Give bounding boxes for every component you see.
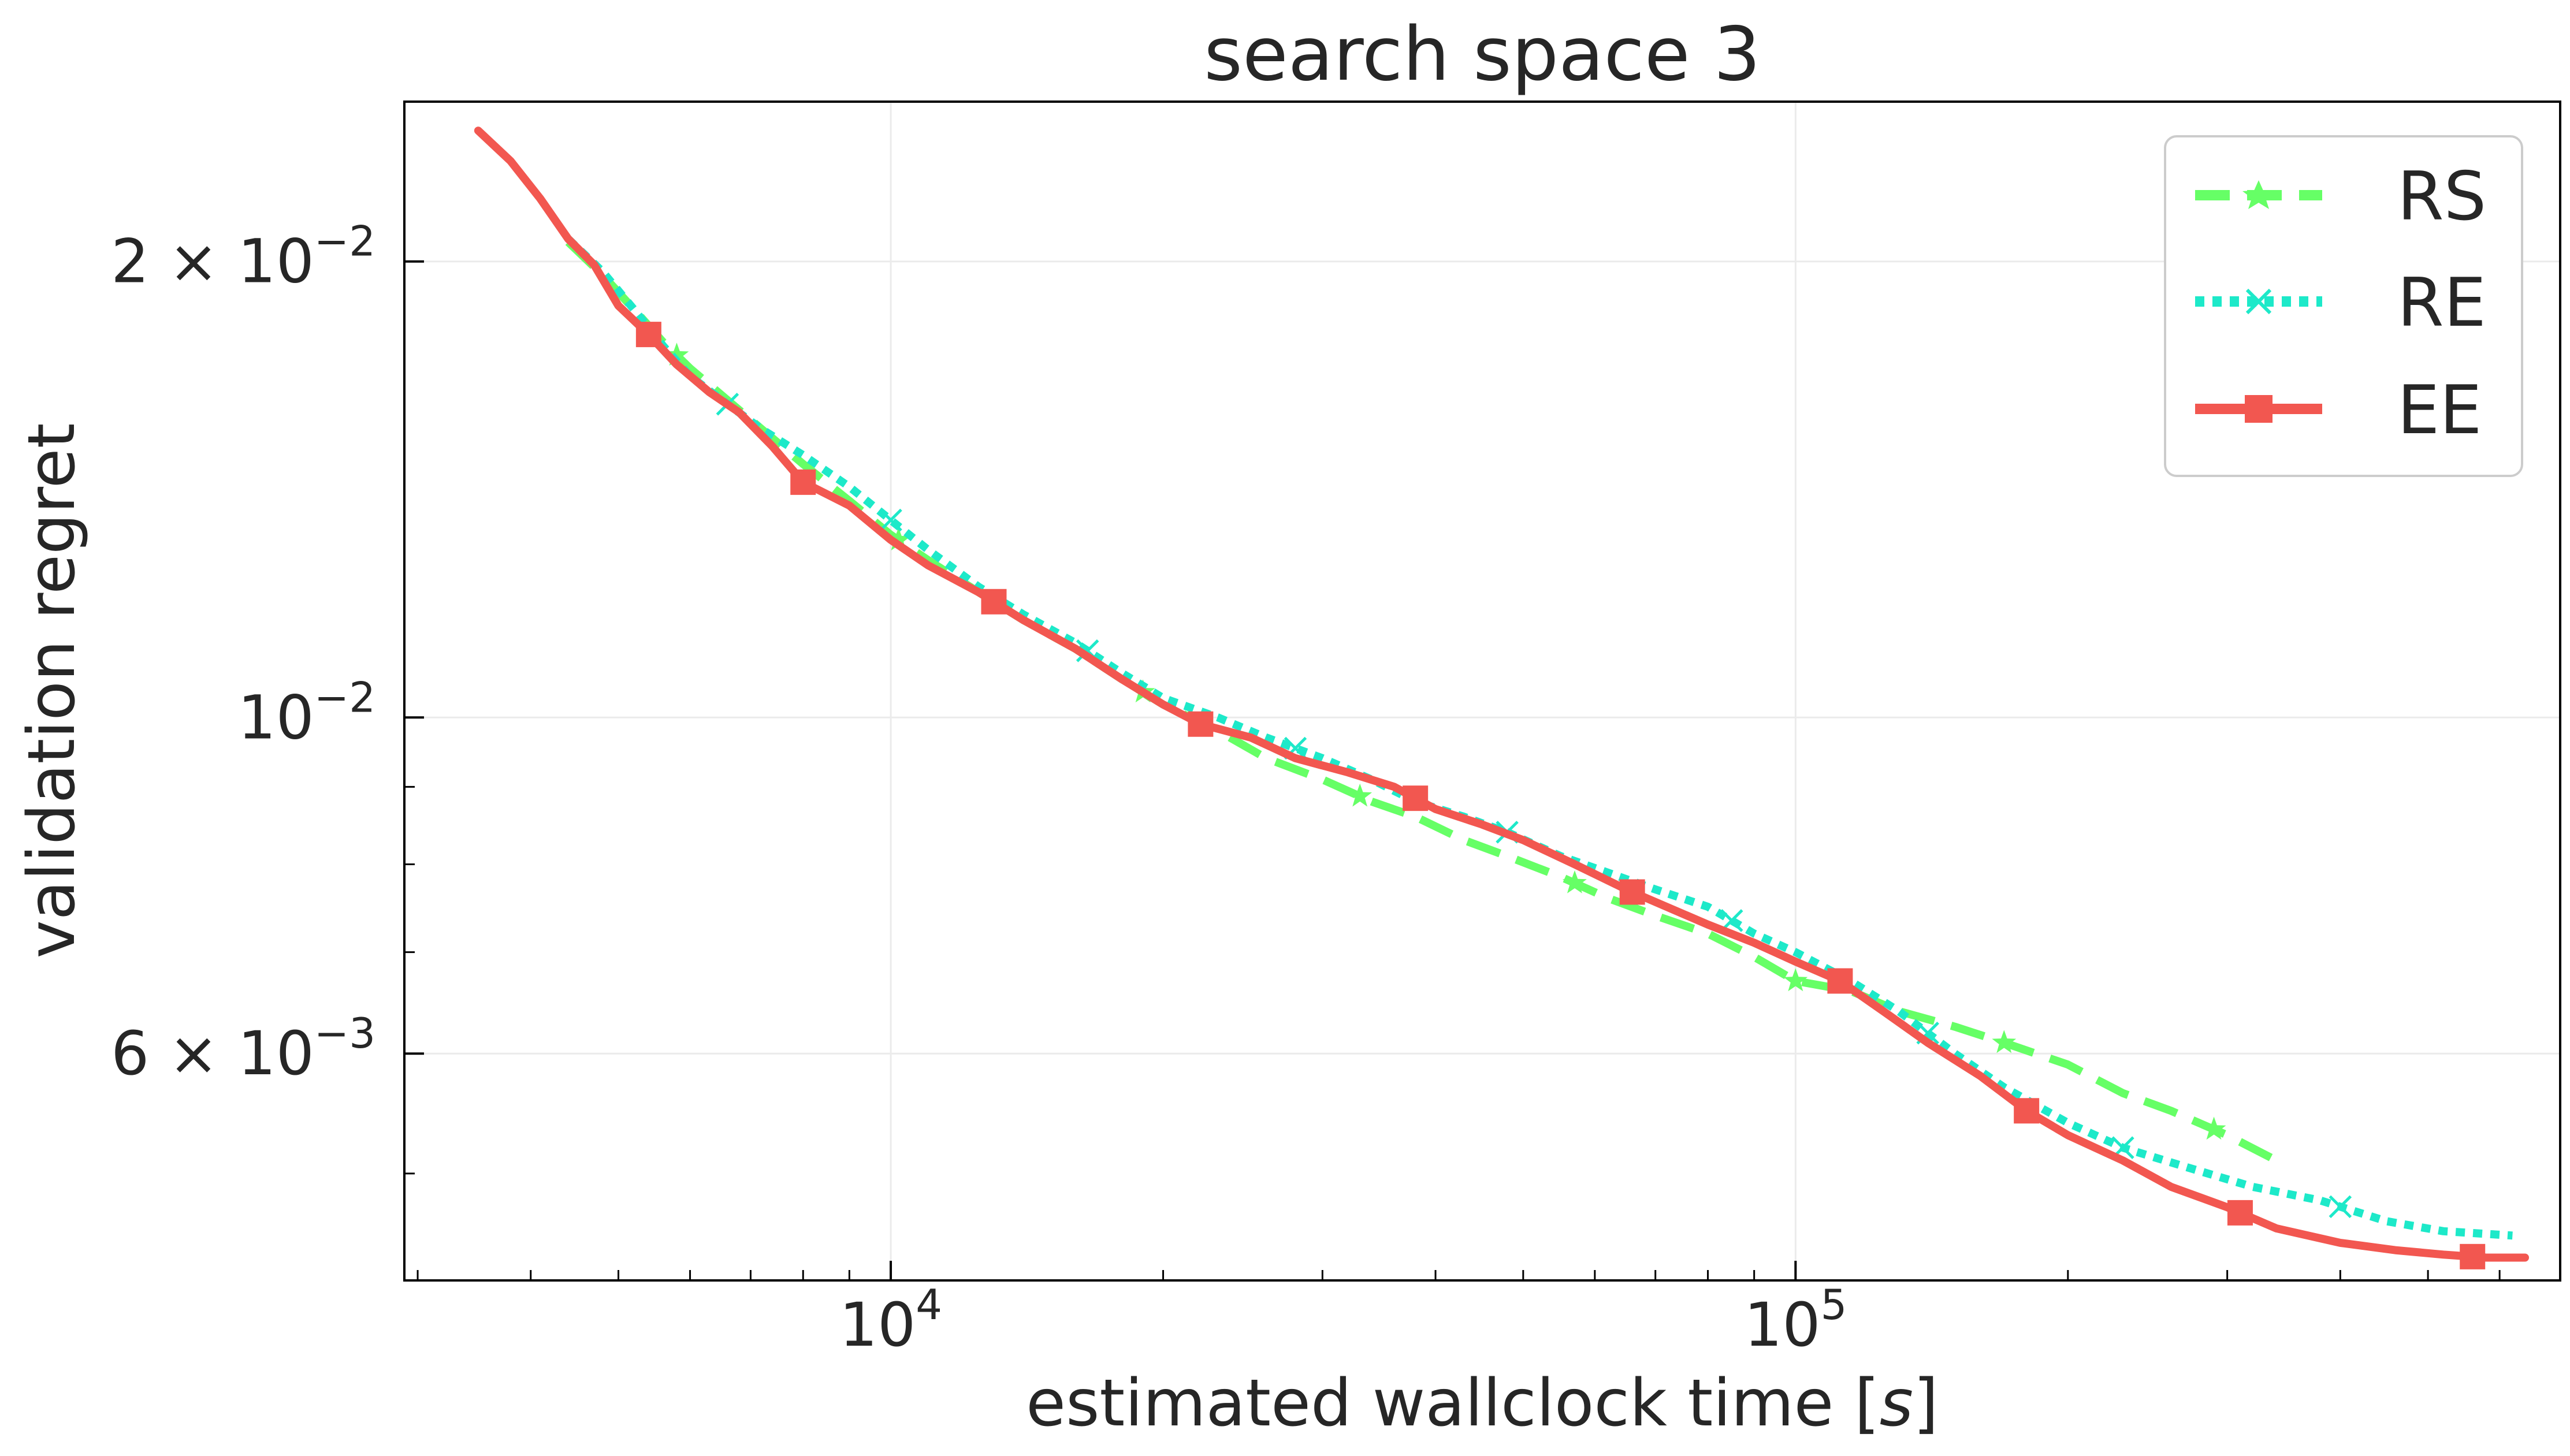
y-tick-mantissa: 2 × 10 [111, 226, 314, 297]
y-tick-label: 10−2 [238, 673, 375, 753]
marker-ee [981, 589, 1007, 615]
x-tick-label: 104 [839, 1280, 942, 1360]
legend-label-ee: EE [2397, 371, 2482, 449]
marker-rs [2201, 1116, 2226, 1140]
y-axis-label: validation regret [14, 423, 90, 958]
plot-frame [403, 100, 2561, 1282]
x-axis-label: estimated wallclock time [s] [1026, 1366, 1939, 1441]
x-tick-exponent: 4 [916, 1280, 942, 1329]
marker-ee [1619, 879, 1645, 905]
marker-ee [2014, 1098, 2040, 1124]
x-tick-base: 10 [1744, 1290, 1820, 1360]
series-ee [474, 126, 2529, 1269]
y-tick-mantissa: 6 × 10 [111, 1018, 314, 1089]
legend-label-rs: RS [2397, 158, 2486, 236]
chart-title: search space 3 [1204, 12, 1761, 98]
series-line-ee [474, 126, 2529, 1262]
y-tick-label: 2 × 10−2 [111, 217, 375, 297]
x-axis-label-close: ] [1913, 1366, 1939, 1441]
grid-layer [404, 102, 2560, 1280]
x-tick-label: 105 [1744, 1280, 1847, 1360]
marker-ee [1403, 785, 1429, 811]
legend-marker-rs [2242, 180, 2275, 209]
legend-label-re: RE [2397, 264, 2486, 342]
marker-ee [1188, 711, 1214, 737]
legend-item-re: RE [2195, 264, 2486, 342]
marker-ee [1827, 968, 1853, 994]
series-layer [474, 126, 2529, 1269]
x-axis-label-text: estimated wallclock time [ [1026, 1366, 1880, 1441]
marker-ee [790, 469, 816, 495]
legend-box [2164, 135, 2523, 477]
legend-item-rs: RS [2195, 158, 2486, 236]
x-axis-label-unit: s [1880, 1366, 1913, 1441]
marker-rs [1992, 1030, 2017, 1053]
marker-re [2329, 1195, 2352, 1219]
marker-re [879, 508, 902, 532]
marker-ee [2227, 1200, 2253, 1226]
legend-marker-re [2245, 288, 2272, 315]
marker-rs [1783, 968, 1808, 992]
x-tick-base: 10 [839, 1290, 916, 1360]
marker-ee [635, 322, 661, 348]
y-tick-exponent: −3 [314, 1009, 375, 1057]
y-tick-label: 6 × 10−3 [111, 1009, 375, 1089]
legend: RS RE EE [2164, 135, 2523, 477]
y-tick-mantissa: 10 [238, 682, 314, 753]
legend-item-ee: EE [2195, 371, 2482, 449]
marker-rs [1348, 783, 1373, 807]
marker-ee [2460, 1243, 2486, 1269]
marker-rs [664, 342, 689, 366]
marker-rs [1563, 870, 1587, 893]
y-tick-exponent: −2 [314, 673, 375, 721]
y-tick-exponent: −2 [314, 217, 375, 266]
marker-rs [886, 527, 911, 550]
legend-marker-ee [2245, 395, 2273, 423]
x-tick-exponent: 5 [1821, 1280, 1847, 1329]
series-line-rs [565, 239, 2279, 1164]
series-rs [565, 239, 2279, 1164]
